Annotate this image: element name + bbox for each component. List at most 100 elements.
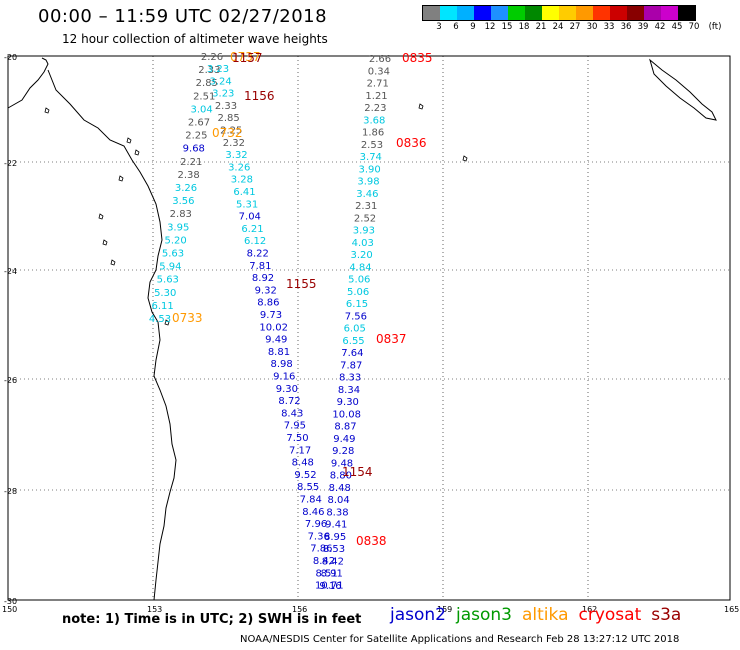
color-swatch (610, 6, 627, 20)
lat-label: -20 (4, 53, 17, 62)
wave-height-value: 2.52 (354, 213, 376, 224)
wave-height-value: 7.95 (284, 421, 306, 432)
color-swatch (491, 6, 508, 20)
wave-height-value: 9.73 (260, 310, 282, 321)
wave-height-value: 9.48 (331, 458, 353, 469)
lat-label: -28 (4, 487, 17, 496)
color-scale-label: 15 (501, 22, 513, 32)
wave-height-value: 7.56 (345, 311, 367, 322)
island (110, 259, 116, 266)
color-scale-label: 3 (436, 22, 442, 32)
wave-height-value: 2.51 (193, 91, 215, 102)
wave-height-value: 9.49 (333, 434, 355, 445)
color-swatch (576, 6, 593, 20)
color-swatch (593, 6, 610, 20)
wave-height-value: 3.93 (353, 226, 375, 237)
wave-height-value: 9.49 (265, 335, 287, 346)
color-swatch (644, 6, 661, 20)
wave-height-value: 8.34 (338, 385, 360, 396)
color-scale-label: 21 (535, 22, 547, 32)
pass-time-label: 0835 (402, 51, 433, 65)
wave-height-value: 2.32 (223, 138, 245, 149)
color-scale-label: 70 (688, 22, 700, 32)
map-frame (7, 55, 731, 601)
color-scale-label: 33 (603, 22, 615, 32)
coastline (7, 57, 177, 601)
wave-height-value: 6.15 (346, 299, 368, 310)
legend-item-s3a: s3a (651, 605, 682, 625)
wave-height-value: 5.06 (348, 275, 370, 286)
wave-height-value: 2.26 (201, 52, 223, 63)
wave-height-value: 3.24 (210, 76, 232, 87)
wave-height-value: 8.81 (268, 347, 290, 358)
wave-height-value: 2.66 (369, 54, 391, 65)
lat-label: -22 (4, 159, 17, 168)
wave-height-value: 8.91 (321, 569, 343, 580)
wave-height-value: 4.03 (352, 238, 374, 249)
pass-time-label: 1155 (286, 277, 317, 291)
color-scale-label: 42 (654, 22, 666, 32)
pass-time-label: 0732 (212, 126, 243, 140)
island (98, 213, 104, 220)
legend-item-jason3: jason3 (456, 605, 512, 625)
wave-height-value: 3.23 (207, 64, 229, 75)
wave-height-value: 3.46 (356, 189, 378, 200)
wave-height-value: 10.02 (259, 322, 288, 333)
island (164, 319, 170, 326)
wave-height-value: 2.33 (198, 65, 220, 76)
wave-height-value: 6.05 (344, 324, 366, 335)
wave-height-value: 9.30 (337, 397, 359, 408)
wave-height-value: 9.28 (332, 446, 354, 457)
wave-height-value: 4.53 (149, 314, 171, 325)
wave-height-value: 6.11 (151, 301, 173, 312)
wave-height-value: 8.55 (297, 482, 319, 493)
wave-height-value: 2.71 (367, 79, 389, 90)
wave-height-value: 8.86 (257, 298, 279, 309)
wave-height-value: 6.55 (342, 336, 364, 347)
wave-height-value: 8.48 (292, 458, 314, 469)
wave-height-value: 3.26 (228, 162, 250, 173)
color-swatch (542, 6, 559, 20)
color-swatch (525, 6, 542, 20)
wave-height-value: 8.80 (330, 471, 352, 482)
pass-time-label: 1156 (244, 89, 275, 103)
pass-time-label: 0737 (230, 50, 261, 64)
color-swatch (661, 6, 678, 20)
wave-height-value: 8.51 (316, 568, 338, 579)
wave-height-value: 3.04 (190, 104, 212, 115)
wave-height-value: 5.20 (164, 235, 186, 246)
wave-height-value: 8.43 (281, 408, 303, 419)
wave-height-value: 8.04 (327, 495, 349, 506)
wave-height-value: 8.42 (322, 556, 344, 567)
lon-label: 153 (147, 605, 162, 614)
wave-height-value: 5.06 (347, 287, 369, 298)
pass-time-label: 0733 (172, 311, 203, 325)
color-scale-label: (ft) (708, 22, 722, 32)
color-scale-bar (422, 5, 696, 21)
color-swatch (627, 6, 644, 20)
color-scale-label: 12 (484, 22, 496, 32)
island (462, 155, 468, 162)
pass-time-label: 0838 (356, 534, 387, 548)
wave-height-value: 8.72 (278, 396, 300, 407)
wave-height-value: 6.21 (241, 224, 263, 235)
wave-height-value: 7.96 (305, 519, 327, 530)
island (134, 149, 140, 156)
wave-height-value: 2.85 (196, 78, 218, 89)
wave-height-value: 8.38 (326, 507, 348, 518)
wave-height-value: 6.12 (244, 236, 266, 247)
wave-height-value: 4.84 (349, 262, 371, 273)
lon-label: 159 (437, 605, 452, 614)
pass-time-label: 1154 (342, 465, 373, 479)
color-scale-label: 6 (453, 22, 459, 32)
lon-label: 156 (292, 605, 307, 614)
color-swatch (457, 6, 474, 20)
color-scale-label: 27 (569, 22, 581, 32)
wave-height-value: 7.17 (289, 445, 311, 456)
wave-height-value: 2.67 (188, 118, 210, 129)
color-swatch (678, 6, 695, 20)
wave-height-value: 7.50 (286, 433, 308, 444)
wave-height-value: 9.16 (319, 581, 341, 592)
new-caledonia-coast (649, 58, 717, 121)
wave-height-value: 5.63 (162, 249, 184, 260)
